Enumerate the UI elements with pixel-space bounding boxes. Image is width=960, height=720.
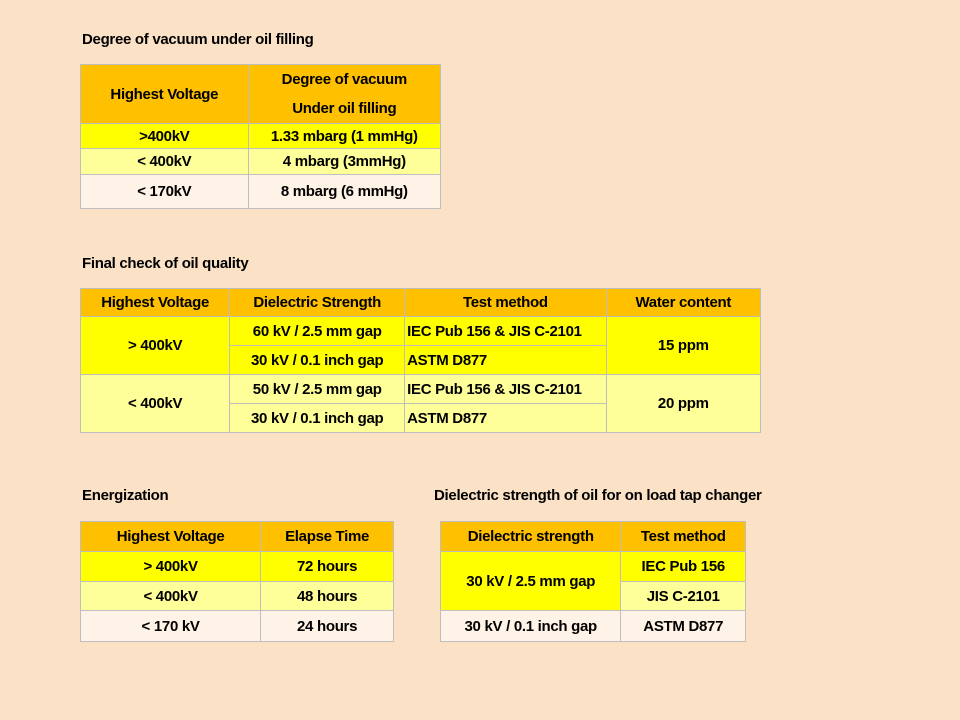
voltage-cell: < 400kV: [80, 148, 249, 175]
voltage-cell: > 400kV: [79, 551, 262, 582]
method-cell: IEC Pub 156 & JIS C-2101: [404, 316, 607, 346]
energization-table: Highest Voltage Elapse Time > 400kV 72 h…: [79, 521, 394, 642]
table-row: >400kV 1.33 mbarg (1 mmHg): [80, 123, 442, 149]
table-row: < 400kV 50 kV / 2.5 mm gap IEC Pub 156 &…: [79, 374, 762, 433]
table-row: < 400kV 48 hours: [79, 581, 394, 611]
method-cell: ASTM D877: [620, 610, 746, 642]
strength-cell: 30 kV / 0.1 inch gap: [229, 403, 406, 433]
tap-changer-table: Dielectric strength Test method 30 kV / …: [439, 521, 746, 642]
time-cell: 72 hours: [260, 551, 394, 582]
header-dielectric-strength: Dielectric strength: [439, 521, 622, 552]
table-row: < 170kV 8 mbarg (6 mmHg): [80, 174, 442, 209]
header-line-1: Degree of vacuum: [281, 71, 408, 88]
strength-cell: 30 kV / 0.1 inch gap: [439, 610, 622, 642]
time-cell: 24 hours: [260, 610, 394, 642]
strength-cell: 30 kV / 0.1 inch gap: [229, 345, 406, 375]
header-degree-of-vacuum: Degree of vacuum Under oil filling: [247, 64, 442, 124]
tap-changer-section-title: Dielectric strength of oil for on load t…: [434, 487, 762, 504]
vacuum-table: Highest Voltage Degree of vacuum Under o…: [80, 64, 442, 209]
header-highest-voltage: Highest Voltage: [79, 288, 231, 317]
table-row: 30 kV / 0.1 inch gap ASTM D877: [439, 610, 746, 642]
strength-cell: 30 kV / 2.5 mm gap: [439, 551, 622, 611]
voltage-cell: >400kV: [80, 123, 249, 149]
header-line-2: Under oil filling: [292, 100, 397, 117]
method-cell: ASTM D877: [404, 403, 607, 433]
header-highest-voltage: Highest Voltage: [80, 64, 249, 124]
oil-quality-section-title: Final check of oil quality: [82, 255, 249, 272]
oil-quality-table: Highest Voltage Dielectric Strength Test…: [79, 288, 762, 433]
header-elapse-time: Elapse Time: [260, 521, 394, 552]
voltage-cell: < 400kV: [79, 374, 231, 433]
table-row: 30 kV / 2.5 mm gap IEC Pub 156: [439, 551, 746, 611]
table-row: < 400kV 4 mbarg (3mmHg): [80, 148, 442, 175]
method-cell: IEC Pub 156 & JIS C-2101: [404, 374, 607, 404]
strength-cell: 50 kV / 2.5 mm gap: [229, 374, 406, 404]
header-test-method: Test method: [404, 288, 607, 317]
voltage-cell: > 400kV: [79, 316, 231, 375]
vacuum-cell: 8 mbarg (6 mmHg): [247, 174, 442, 209]
voltage-cell: < 400kV: [79, 581, 262, 611]
water-cell: 15 ppm: [605, 316, 762, 375]
water-cell: 20 ppm: [605, 374, 762, 433]
table-row: > 400kV 60 kV / 2.5 mm gap IEC Pub 156 &…: [79, 316, 762, 375]
header-water-content: Water content: [605, 288, 762, 317]
table-row: > 400kV 72 hours: [79, 551, 394, 582]
method-cell: JIS C-2101: [620, 581, 746, 611]
vacuum-cell: 4 mbarg (3mmHg): [247, 148, 442, 175]
voltage-cell: < 170 kV: [79, 610, 262, 642]
energization-section-title: Energization: [82, 487, 169, 504]
voltage-cell: < 170kV: [80, 174, 249, 209]
method-cell: IEC Pub 156: [620, 551, 746, 582]
header-test-method: Test method: [620, 521, 746, 552]
time-cell: 48 hours: [260, 581, 394, 611]
table-row: < 170 kV 24 hours: [79, 610, 394, 642]
method-cell: ASTM D877: [404, 345, 607, 375]
vacuum-section-title: Degree of vacuum under oil filling: [82, 31, 314, 48]
strength-cell: 60 kV / 2.5 mm gap: [229, 316, 406, 346]
vacuum-cell: 1.33 mbarg (1 mmHg): [247, 123, 442, 149]
header-highest-voltage: Highest Voltage: [79, 521, 262, 552]
header-dielectric-strength: Dielectric Strength: [229, 288, 406, 317]
